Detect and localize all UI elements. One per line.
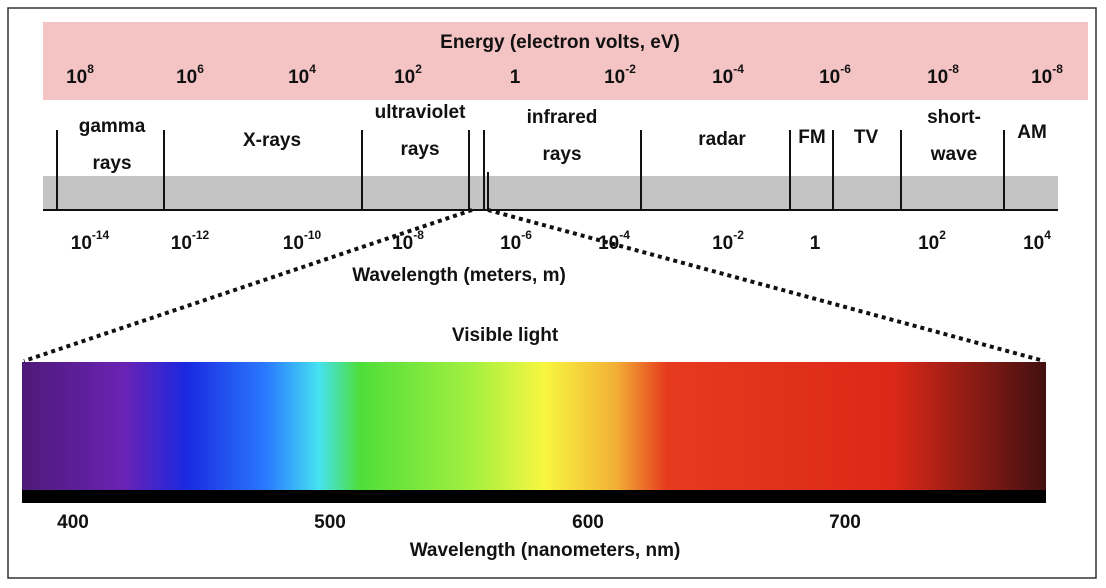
wavelength-label: 10-6 [500,228,532,254]
energy-label: 104 [288,62,316,88]
energy-label: 10-4 [712,62,744,88]
wavelength-label: 10-8 [392,228,424,254]
band-label: AM [1017,122,1047,143]
band-label: TV [854,127,879,148]
band-label: FM [798,127,825,148]
scale-bar [22,490,1046,503]
band-label: rays [542,144,581,165]
visible-title: Visible light [452,325,559,346]
exponent: -4 [733,62,744,76]
band-label: gamma [79,116,146,137]
energy-band [43,22,1088,100]
energy-title: Energy (electron volts, eV) [440,32,680,53]
band-label: rays [400,139,439,160]
exponent: -8 [948,62,959,76]
band-label: rays [92,153,131,174]
exponent: -2 [733,228,744,242]
exponent: -6 [840,62,851,76]
energy-label: 106 [176,62,204,88]
band-label: infrared [527,107,598,128]
nm-tick-label: 700 [829,512,861,533]
base: 10 [1023,233,1044,254]
energy-label: 10-2 [604,62,636,88]
energy-label: 10-8 [1031,62,1063,88]
exponent: -14 [92,228,110,242]
band-label: wave [930,144,977,165]
band-label: radar [698,129,746,150]
exponent: -10 [304,228,322,242]
nm-tick-label: 400 [57,512,89,533]
base: 10 [283,233,304,254]
band-label: X-rays [243,130,301,151]
base: 10 [927,67,948,88]
energy-label: 10-6 [819,62,851,88]
base: 10 [604,67,625,88]
exponent: -8 [413,228,424,242]
base: 10 [176,67,197,88]
energy-label: 10-8 [927,62,959,88]
base: 1 [810,233,821,254]
base: 10 [712,233,733,254]
base: 10 [598,233,619,254]
base: 1 [510,67,521,88]
band-label: ultraviolet [375,102,466,123]
base: 10 [819,67,840,88]
exponent: 2 [939,228,946,242]
base: 10 [712,67,733,88]
exponent: -4 [619,228,630,242]
frame [7,7,1097,579]
base: 10 [66,67,87,88]
energy-label: 1 [510,67,521,88]
nm-tick-label: 600 [572,512,604,533]
exponent: 2 [415,62,422,76]
wavelength-title: Wavelength (meters, m) [352,265,566,286]
exponent: 4 [309,62,316,76]
exponent: 6 [197,62,204,76]
wavelength-label: 102 [918,228,946,254]
base: 10 [1031,67,1052,88]
base: 10 [392,233,413,254]
nm-title: Wavelength (nanometers, nm) [410,540,681,561]
zoom-lines [23,208,1045,363]
energy-label: 102 [394,62,422,88]
wavelength-label: 10-10 [283,228,322,254]
nm-tick-label: 500 [314,512,346,533]
wavelength-label: 10-4 [598,228,630,254]
band-label: short- [927,107,981,128]
visible-spectrum [22,362,1046,490]
exponent: -8 [1052,62,1063,76]
dividers [56,130,1005,210]
base: 10 [918,233,939,254]
wavelength-label: 10-12 [171,228,210,254]
base: 10 [171,233,192,254]
energy-label: 108 [66,62,94,88]
exponent: 8 [87,62,94,76]
exponent: -6 [521,228,532,242]
base: 10 [288,67,309,88]
base: 10 [394,67,415,88]
spectrum-bar [43,176,1058,210]
wavelength-label: 1 [810,233,821,254]
wavelength-label: 10-2 [712,228,744,254]
wavelength-label: 104 [1023,228,1051,254]
exponent: -2 [625,62,636,76]
exponent: 4 [1044,228,1051,242]
base: 10 [71,233,92,254]
exponent: -12 [192,228,210,242]
base: 10 [500,233,521,254]
wavelength-label: 10-14 [71,228,110,254]
